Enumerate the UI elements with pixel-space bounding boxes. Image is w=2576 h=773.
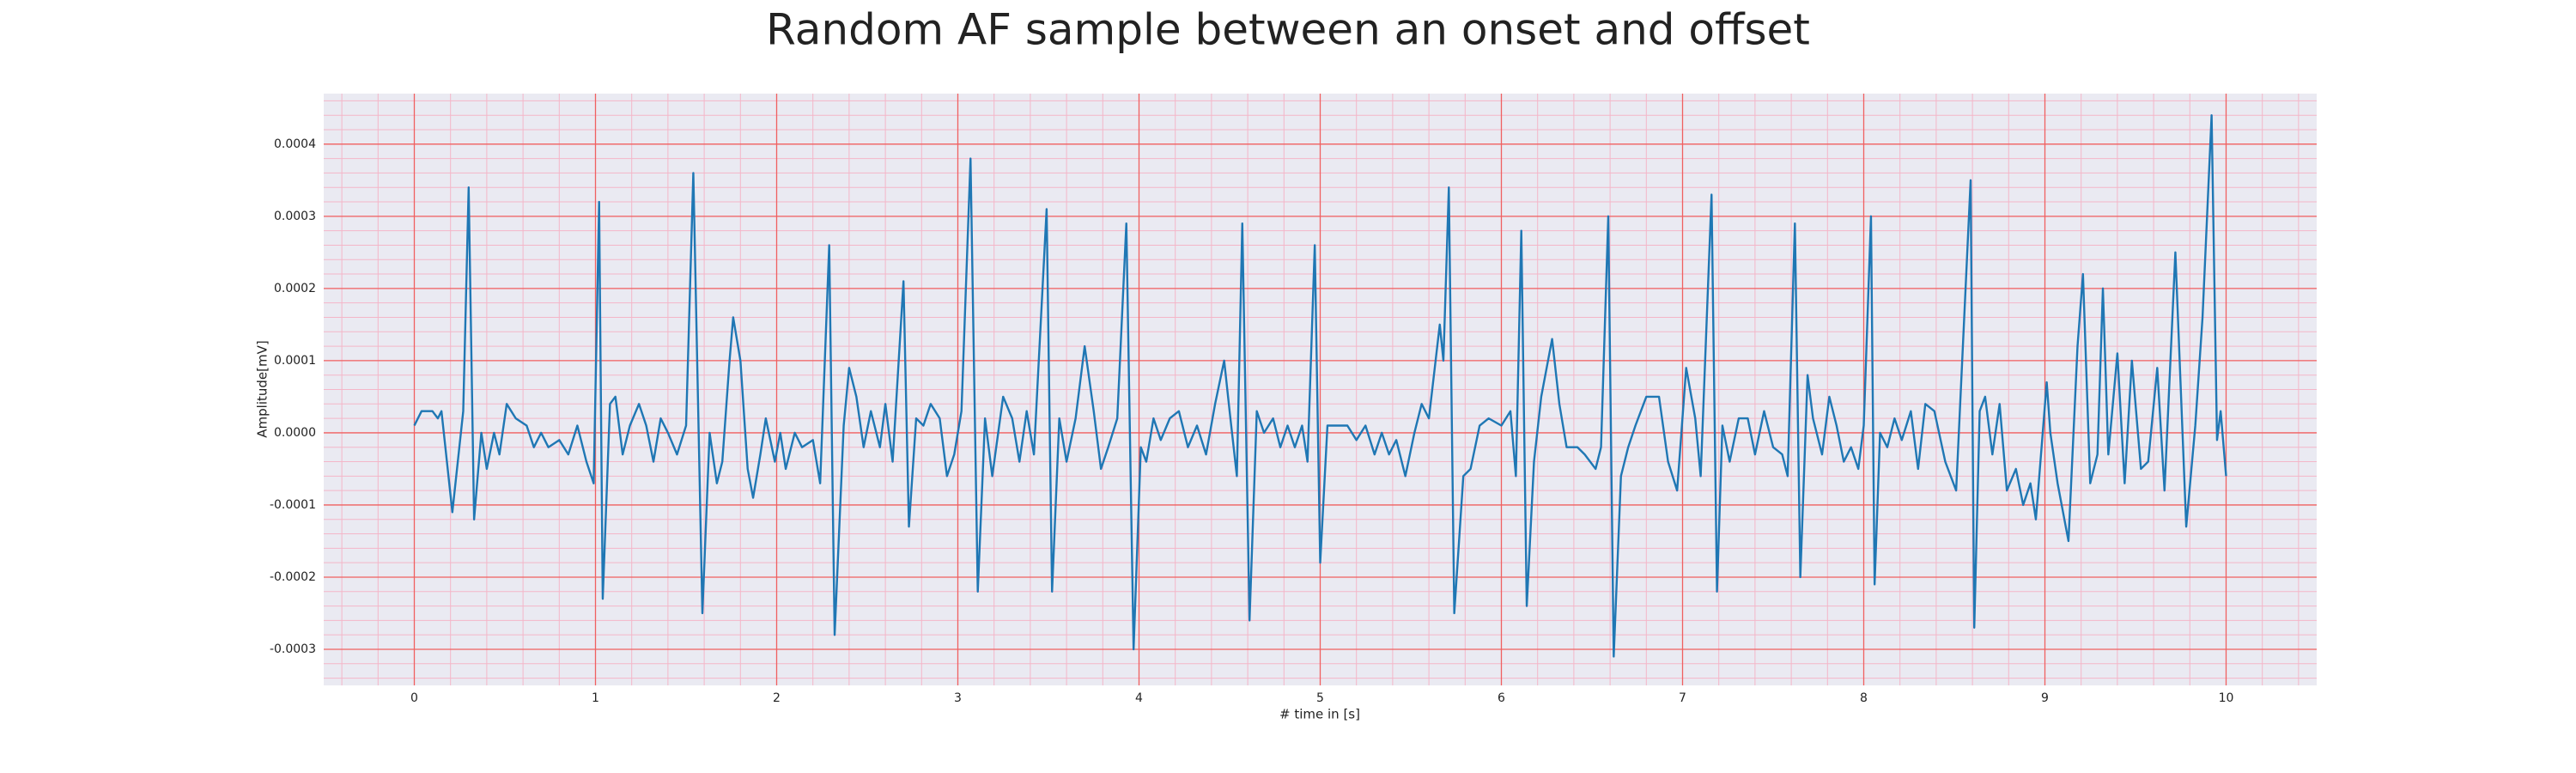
x-tick-label: 3	[954, 691, 962, 705]
x-tick-label: 6	[1498, 691, 1505, 705]
x-tick-label: 9	[2041, 691, 2049, 705]
y-tick-label: 0.0000	[274, 426, 316, 440]
y-tick-label: 0.0004	[274, 137, 316, 151]
data-layer	[413, 114, 2227, 658]
x-tick-label: 10	[2219, 691, 2234, 705]
x-tick-label: 4	[1135, 691, 1143, 705]
y-tick-label: -0.0003	[270, 642, 316, 656]
y-tick-label: 0.0003	[274, 210, 316, 223]
tick-labels: 0 1 2 3 4 5 6 7 8 9 10 -0.0003 -0.0002 -0.0001 0.0000 0…	[270, 137, 2233, 705]
y-tick-label: 0.0001	[274, 354, 316, 368]
x-axis-label: # time in [s]	[1279, 707, 1360, 722]
y-axis-label: Amplitude[mV]	[255, 340, 270, 437]
x-tick-label: 8	[1860, 691, 1868, 705]
y-tick-label: 0.0002	[274, 282, 316, 295]
x-tick-label: 0	[410, 691, 418, 705]
y-tick-label: -0.0001	[270, 498, 316, 512]
y-tick-label: -0.0002	[270, 570, 316, 584]
x-tick-label: 7	[1679, 691, 1686, 705]
x-tick-label: 1	[592, 691, 599, 705]
x-tick-label: 5	[1316, 691, 1324, 705]
x-tick-label: 2	[773, 691, 781, 705]
signal-line	[413, 114, 2227, 658]
chart-title: Random AF sample between an onset and of…	[766, 5, 1810, 55]
